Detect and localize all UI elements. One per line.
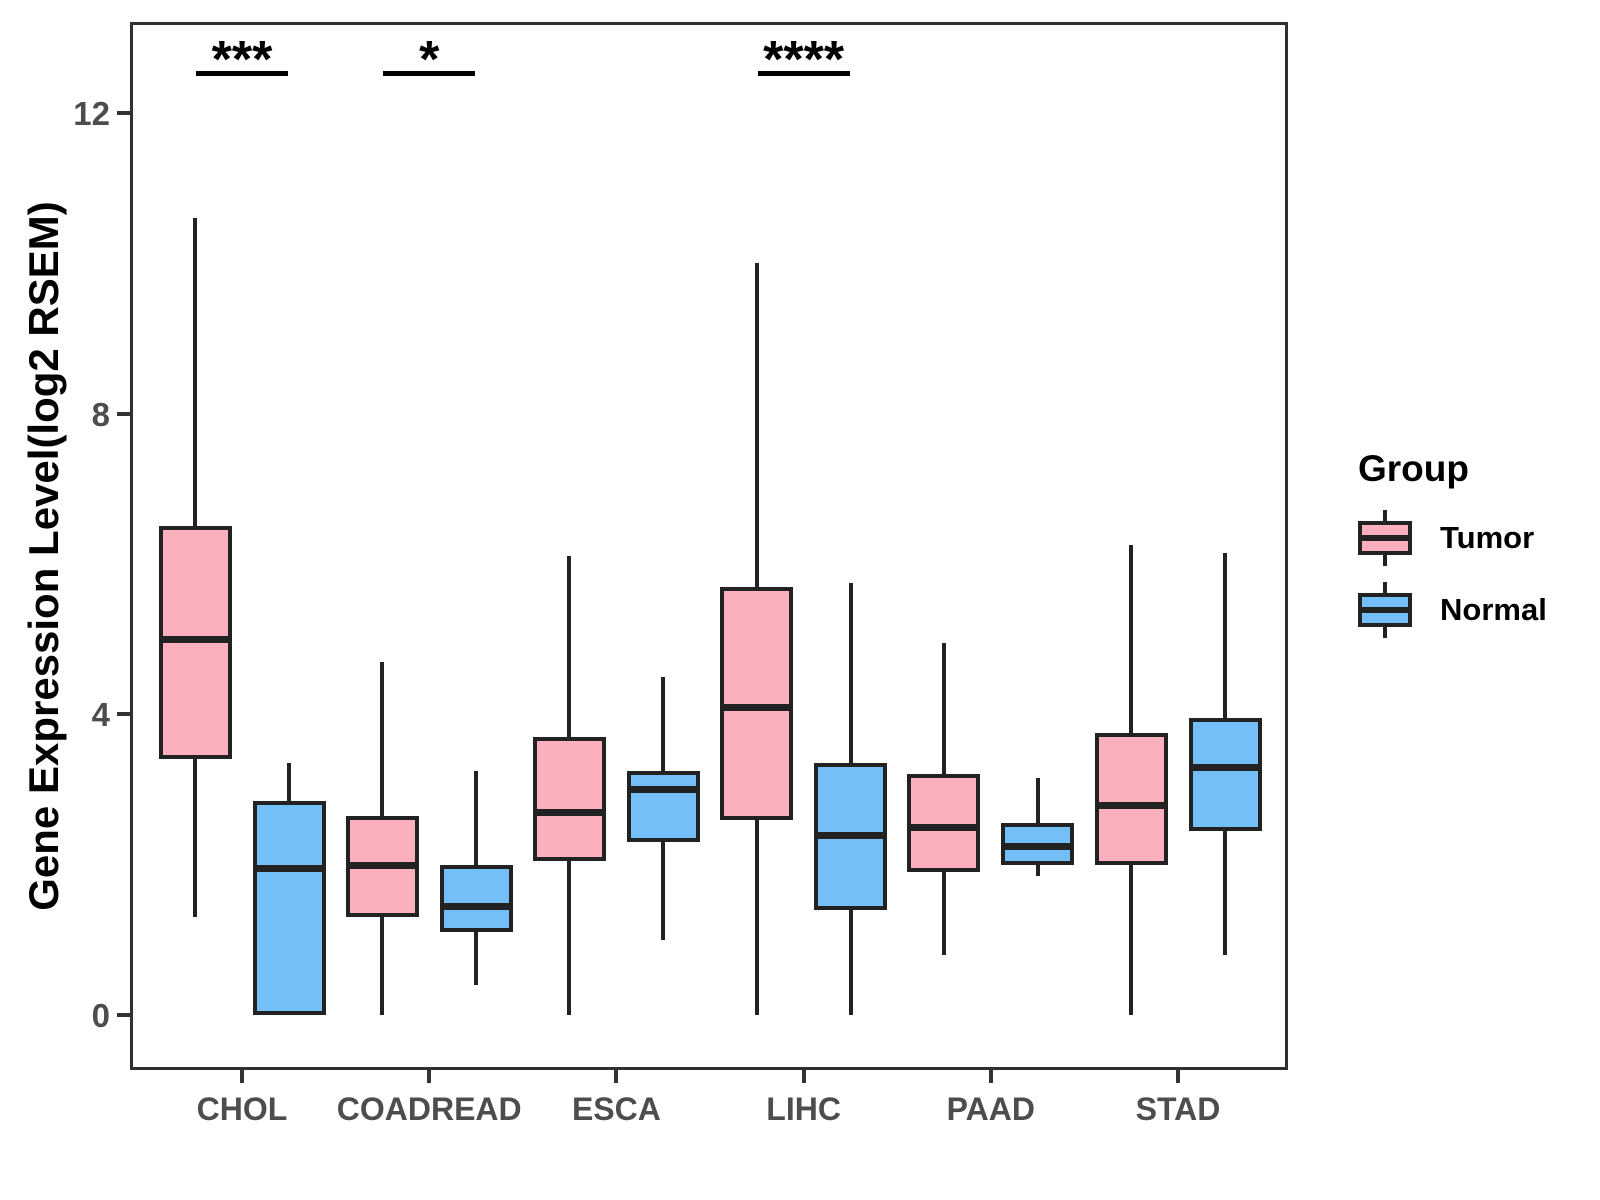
median-normal-chol [255, 865, 323, 873]
significance-bar-coadread [383, 71, 476, 76]
y-tick-mark-0 [117, 1013, 130, 1017]
x-tick-label-stad: STAD [1135, 1091, 1221, 1127]
y-axis-title: Gene Expression Level(log2 RSEM) [20, 201, 67, 911]
box-normal-stad [1188, 718, 1262, 831]
y-tick-label-12: 12 [73, 94, 110, 132]
x-tick-mark-paad [988, 1070, 993, 1083]
legend-title: Group [1358, 448, 1469, 489]
x-tick-label-lihc: LIHC [766, 1091, 841, 1127]
significance-bar-lihc [757, 71, 850, 76]
box-tumor-lihc [720, 586, 794, 820]
median-normal-esca [629, 786, 697, 794]
y-tick-label-4: 4 [91, 696, 110, 734]
x-tick-mark-stad [1176, 1070, 1180, 1083]
key-median [1362, 607, 1408, 613]
box-tumor-paad [907, 774, 981, 873]
median-tumor-esca [535, 809, 603, 817]
x-tick-mark-esca [614, 1070, 619, 1083]
x-tick-label-coadread: COADREAD [336, 1091, 522, 1127]
legend-entry-normal: Normal [1358, 582, 1598, 638]
key-median [1362, 535, 1408, 541]
median-normal-coadread [442, 903, 510, 910]
box-normal-coadread [439, 864, 513, 933]
x-tick-label-chol: CHOL [196, 1091, 288, 1127]
legend-label-normal: Normal [1440, 592, 1547, 627]
legend-entry-tumor: Tumor [1358, 510, 1598, 566]
y-tick-label-0: 0 [91, 997, 110, 1034]
y-tick-mark-8 [117, 411, 130, 416]
legend-label-tumor: Tumor [1440, 520, 1535, 555]
box-tumor-stad [1094, 733, 1168, 865]
box-normal-esca [626, 770, 700, 843]
median-normal-paad [1004, 842, 1072, 850]
median-tumor-stad [1097, 801, 1165, 809]
normal-boxplot-key-icon [1358, 582, 1412, 638]
median-normal-lihc [817, 831, 885, 839]
significance-bar-chol [196, 71, 288, 76]
median-tumor-chol [161, 636, 229, 644]
box-tumor-esca [532, 736, 606, 861]
significance-stars-coadread: * [419, 31, 440, 89]
median-tumor-coadread [348, 861, 416, 869]
legend: Group Tumor Normal [1358, 448, 1598, 654]
significance-stars-lihc: **** [763, 31, 845, 89]
median-normal-stad [1191, 763, 1259, 771]
box-normal-chol [252, 800, 326, 1015]
x-tick-label-paad: PAAD [946, 1091, 1035, 1127]
tumor-boxplot-key-icon [1358, 510, 1412, 566]
y-tick-mark-4 [117, 712, 130, 717]
median-tumor-lihc [723, 703, 791, 711]
y-tick-mark-12 [117, 110, 130, 115]
significance-stars-chol: *** [211, 31, 273, 89]
x-tick-mark-coadread [427, 1070, 432, 1083]
x-tick-label-esca: ESCA [571, 1091, 661, 1127]
y-tick-label-8: 8 [91, 395, 110, 433]
x-tick-mark-chol [240, 1070, 244, 1083]
median-tumor-paad [910, 824, 978, 832]
x-tick-mark-lihc [801, 1070, 806, 1083]
